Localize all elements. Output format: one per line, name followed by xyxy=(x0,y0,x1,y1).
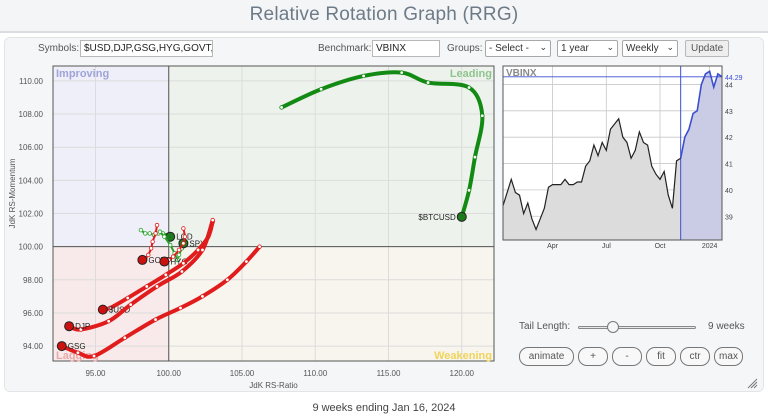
rrg-series-gsg[interactable]: GSG xyxy=(56,244,262,359)
zoom-out-button[interactable]: - xyxy=(612,347,642,366)
center-button[interactable]: ctr xyxy=(680,347,710,366)
series-label: $USD xyxy=(109,306,131,315)
y-tick-label: 98.00 xyxy=(23,276,44,285)
series-label: SPY xyxy=(189,239,206,248)
animate-button[interactable]: animate xyxy=(519,347,574,366)
series-head-marker[interactable] xyxy=(159,256,170,267)
chevron-down-icon: ⌄ xyxy=(666,42,674,52)
symbols-label: Symbols: xyxy=(38,43,80,54)
series-label: $BTCUSD xyxy=(418,213,456,222)
page-title: Relative Rotation Graph (RRG) xyxy=(249,4,519,25)
y-tick-label: 100.00 xyxy=(19,243,44,252)
bench-x-tick: 2024 xyxy=(702,243,718,250)
max-button[interactable]: max xyxy=(714,347,743,366)
bench-y-tick: 39 xyxy=(725,214,733,221)
y-tick-label: 102.00 xyxy=(19,210,44,219)
bench-title: VBINX xyxy=(506,68,537,79)
resize-handle-icon[interactable] xyxy=(746,377,758,389)
benchmark-chart: 39 40 41 42 43 44 Apr Jul Oct 2024 44.29 VBINX xyxy=(502,65,743,250)
x-tick-label: 110.00 xyxy=(303,369,327,378)
bench-x-tick: Oct xyxy=(655,243,666,250)
quadrant-label-weakening: Weakening xyxy=(434,350,492,362)
rrg-series-hyg[interactable]: HYG xyxy=(159,226,188,267)
series-head-marker[interactable] xyxy=(456,211,467,222)
last-value-label: 44.29 xyxy=(725,75,743,82)
rrg-series-btcusd[interactable]: $BTCUSD xyxy=(279,70,485,222)
benchmark-input[interactable]: VBINX xyxy=(372,40,440,57)
x-tick-label: 120.00 xyxy=(450,369,475,378)
x-tick-label: 100.00 xyxy=(157,369,182,378)
rrg-series-djp[interactable]: DJP xyxy=(64,217,215,332)
groups-label: Groups: xyxy=(447,43,483,54)
y-tick-label: 110.00 xyxy=(19,77,43,86)
quadrant-leading xyxy=(168,66,494,247)
series-head-marker[interactable] xyxy=(137,254,148,265)
bench-x-tick: Apr xyxy=(547,243,559,250)
chevron-down-icon: ⌄ xyxy=(539,42,547,52)
plot-border xyxy=(52,65,495,362)
bench-y-tick: 42 xyxy=(725,135,733,142)
bench-price-line xyxy=(502,117,682,232)
update-button[interactable]: Update xyxy=(685,40,730,57)
quadrant-label-improving: Improving xyxy=(56,68,109,80)
groups-select[interactable]: - Select - ⌄ xyxy=(485,40,551,57)
y-tick-label: 94.00 xyxy=(23,342,44,351)
tail-length-label: Tail Length: xyxy=(519,321,571,332)
zoom-in-button[interactable]: + xyxy=(578,347,608,366)
groups-select-value: - Select - xyxy=(489,43,530,54)
quadrant-weakening xyxy=(168,246,494,361)
bench-border xyxy=(502,65,723,241)
series-label: GSG xyxy=(68,342,86,351)
slider-thumb[interactable] xyxy=(607,321,620,333)
bench-highlight-line xyxy=(679,70,723,159)
x-tick-label: 115.00 xyxy=(377,369,401,378)
fit-button[interactable]: fit xyxy=(646,347,676,366)
period-select-value: 1 year xyxy=(561,43,589,54)
period-select[interactable]: 1 year ⌄ xyxy=(557,40,618,57)
quadrant-label-lagging: Lagging xyxy=(56,350,99,362)
quadrant-lagging xyxy=(53,246,169,361)
y-axis-label: JdK RS-Momentum xyxy=(8,158,17,228)
bench-y-tick: 40 xyxy=(725,188,733,195)
x-tick-label: 95.00 xyxy=(85,369,106,378)
x-tick-label: 105.00 xyxy=(230,369,255,378)
bench-y-tick: 44 xyxy=(725,82,733,89)
series-label: HYG xyxy=(170,258,187,267)
y-tick-label: 104.00 xyxy=(19,176,44,185)
period-caption: 9 weeks ending Jan 16, 2024 xyxy=(312,402,456,414)
x-axis-label: JdK RS-Ratio xyxy=(249,381,298,390)
series-head-marker[interactable] xyxy=(56,341,67,352)
bench-x-tick: Jul xyxy=(602,243,611,250)
y-tick-label: 106.00 xyxy=(19,143,44,152)
page-header: Relative Rotation Graph (RRG) xyxy=(0,0,768,33)
rrg-chart[interactable]: 95.00 100.00 105.00 110.00 115.00 120.00 94.00… xyxy=(0,0,500,400)
bench-y-tick: 43 xyxy=(725,109,733,116)
y-tick-label: 96.00 xyxy=(23,309,44,318)
symbols-input[interactable]: $USD,DJP,GSG,HYG,GOVT,LQD,SPY,$BTCUSD xyxy=(80,40,213,57)
series-label: DJP xyxy=(75,322,90,331)
series-head-marker[interactable] xyxy=(97,304,108,315)
tail-length-value: 9 weeks xyxy=(708,321,745,332)
quadrant-improving xyxy=(53,66,169,247)
interval-select-value: Weekly xyxy=(626,43,659,54)
interval-select[interactable]: Weekly ⌄ xyxy=(622,40,678,57)
series-head-marker[interactable] xyxy=(64,321,75,332)
bench-y-tick: 41 xyxy=(725,162,733,169)
controls-bar: Symbols: $USD,DJP,GSG,HYG,GOVT,LQD,SPY,$… xyxy=(0,39,768,59)
tail-length-slider[interactable] xyxy=(578,326,696,329)
y-tick-label: 108.00 xyxy=(19,110,44,119)
tail-length-row: Tail Length: 9 weeks xyxy=(519,320,759,334)
chevron-down-icon: ⌄ xyxy=(606,42,614,52)
quadrant-label-leading: Leading xyxy=(450,68,492,80)
benchmark-label: Benchmark: xyxy=(318,43,372,54)
